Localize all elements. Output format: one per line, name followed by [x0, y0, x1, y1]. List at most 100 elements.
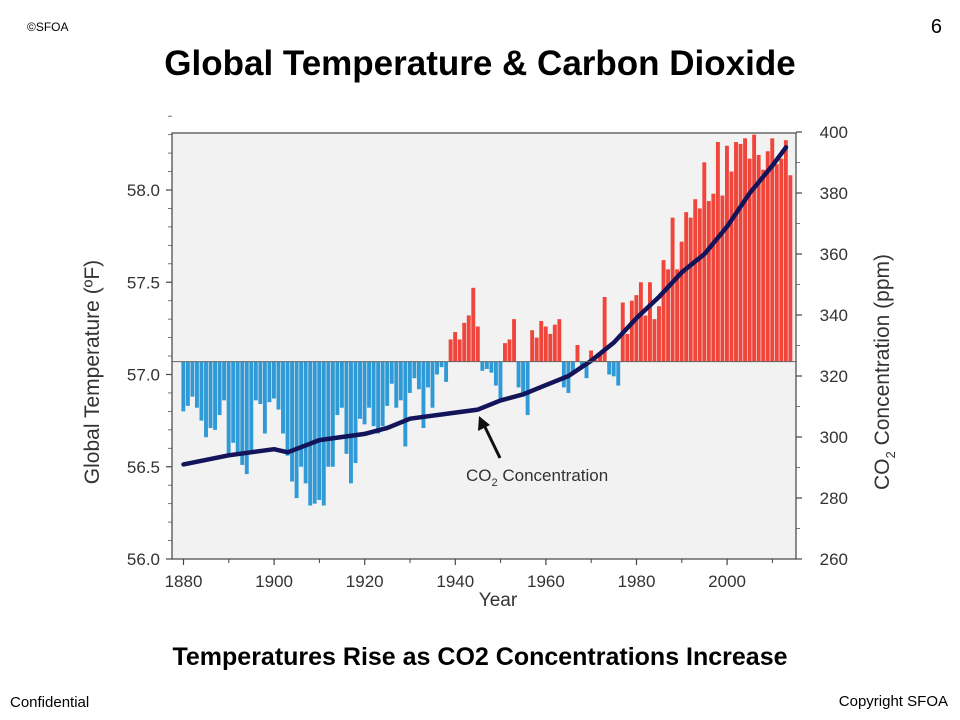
temperature-bar [421, 361, 426, 428]
temperature-bar [407, 361, 412, 393]
temperature-bar [330, 361, 335, 467]
plot-frame [171, 132, 797, 560]
temperature-bar [666, 269, 671, 362]
temperature-bar [244, 361, 249, 475]
annotation-arrow-head [478, 416, 490, 431]
x-tick-label: 1960 [527, 572, 565, 591]
temperature-bar [598, 354, 603, 362]
confidential-label: Confidential [10, 694, 90, 711]
temperature-bar [638, 282, 643, 362]
temperature-bar [557, 319, 562, 362]
temperature-bar [783, 140, 788, 362]
temperature-bar [652, 319, 657, 362]
temperature-bar [448, 339, 453, 362]
temperature-bar [484, 361, 489, 369]
annotation-arrow-shaft [482, 424, 502, 459]
temperature-bar [602, 297, 607, 362]
x-axis-label: Year [479, 590, 518, 611]
temperature-bar [249, 361, 254, 451]
temperature-bar [471, 287, 476, 362]
temperature-bar [534, 337, 539, 362]
temperature-bar [475, 326, 480, 362]
temperature-bar [321, 361, 326, 506]
temperature-bar [521, 361, 526, 397]
temperature-bar [548, 333, 553, 362]
temperature-bar [512, 319, 516, 362]
temperature-bar [697, 208, 702, 362]
temperature-bar [439, 361, 444, 368]
temperature-bar [466, 315, 471, 362]
x-tick-label: 1980 [618, 572, 656, 591]
temperature-bar [294, 361, 299, 499]
temperature-bar [281, 361, 285, 434]
temperature-bar [285, 361, 290, 456]
temperature-bar [503, 343, 507, 362]
axes [166, 115, 802, 565]
y-left-tick-label: 56.0 [127, 550, 160, 569]
temperature-bar [670, 217, 675, 362]
y-right-tick-label: 400 [820, 123, 848, 142]
temperature-bar [376, 361, 381, 434]
y-left-tick-label: 57.0 [127, 366, 160, 385]
temperature-bar [231, 361, 236, 443]
temperature-bar [552, 324, 557, 362]
temperature-bar [262, 361, 267, 434]
temperature-bar [240, 361, 245, 465]
temperature-bar [661, 260, 666, 362]
temperature-bar [575, 344, 580, 362]
temperature-bar [272, 361, 276, 399]
temperature-bar [570, 361, 575, 375]
y-left-tick-label: 56.5 [127, 458, 160, 477]
temperature-bar [765, 151, 770, 362]
temperature-bar [267, 361, 272, 403]
temperature-bar [493, 361, 498, 386]
temperature-bar [647, 282, 652, 362]
temperature-bars [181, 134, 793, 506]
temperature-bar [657, 306, 661, 362]
temperature-bar [181, 361, 186, 412]
temperature-bar [688, 217, 693, 362]
temperature-bar [303, 361, 308, 484]
temperature-bar [625, 333, 630, 362]
x-tick-label: 1880 [165, 572, 203, 591]
x-tick-label: 2000 [708, 572, 746, 591]
temperature-bar [507, 339, 512, 362]
temperature-bar [711, 193, 716, 362]
temperature-bar [543, 326, 548, 362]
temperature-bar [539, 321, 544, 362]
temperature-bar [385, 361, 390, 406]
temperature-bar [222, 361, 227, 401]
temperature-bar [489, 361, 494, 373]
temperature-bar [457, 339, 462, 362]
temperature-bar [788, 175, 793, 362]
temperature-bar [444, 361, 449, 382]
temperature-bar [516, 361, 521, 388]
temperature-bar [435, 361, 439, 375]
copyright-mark: ©SFOA [27, 20, 69, 34]
temperature-bar [335, 361, 340, 416]
chart-text: 1880 1900 1920 1940 1960 1980 2000 56.0 56.5 57.0… [81, 123, 898, 611]
y-right-tick-label: 260 [820, 550, 848, 569]
temperature-bar [217, 361, 222, 416]
temperature-bar [779, 158, 784, 362]
y-left-axis-label: Global Temperature (ºF) [81, 260, 104, 484]
temperature-bar [371, 361, 376, 427]
y-right-tick-label: 380 [820, 184, 848, 203]
temperature-bar [394, 361, 399, 408]
temperature-bar [643, 315, 648, 362]
temperature-bar [734, 142, 738, 362]
temperature-bar [462, 322, 467, 362]
temperature-bar [349, 361, 353, 484]
temperature-bar [389, 361, 394, 384]
temperature-bar [339, 361, 344, 408]
temperature-bar [498, 361, 503, 399]
temperature-bar [616, 361, 621, 386]
temperature-bar [194, 361, 199, 408]
temperature-bar [344, 361, 349, 454]
temperature-bar [752, 134, 757, 362]
temperature-bar [684, 212, 689, 362]
temperature-bar [258, 361, 263, 405]
temperature-bar [756, 154, 761, 362]
temperature-bar [199, 361, 204, 421]
y-right-tick-label: 320 [820, 367, 848, 386]
